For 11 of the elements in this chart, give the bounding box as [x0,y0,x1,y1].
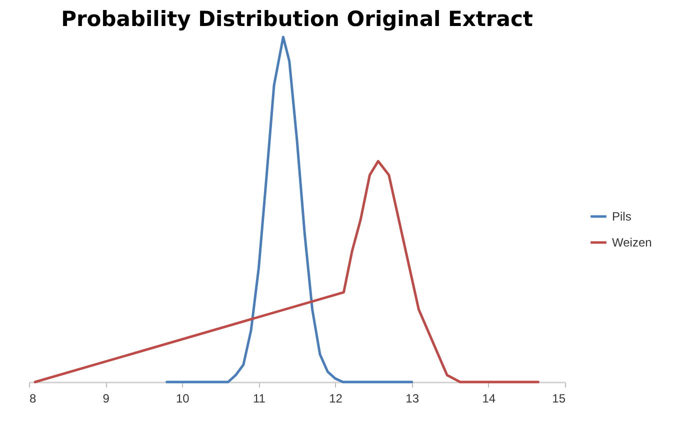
x-tick-label: 8 [30,392,36,406]
x-tick-label: 10 [176,392,190,406]
chart-title: Probability Distribution Original Extract [61,6,533,31]
x-tick-label: 13 [406,392,420,406]
x-tick-label: 11 [252,392,266,406]
x-tick-label: 9 [102,392,110,406]
legend-label: Weizen [612,236,652,250]
x-tick-label: 12 [329,392,343,406]
legend-label: Pils [612,210,632,224]
x-tick-label: 15 [552,392,566,406]
x-tick-label: 14 [482,392,496,406]
